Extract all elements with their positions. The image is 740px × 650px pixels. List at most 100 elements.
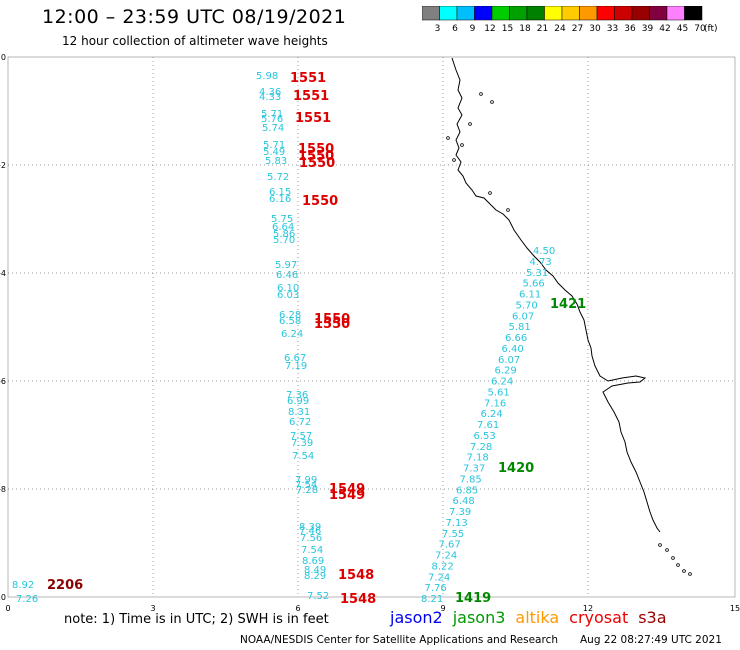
island: [468, 122, 472, 126]
color-scale-label: 39: [642, 24, 654, 34]
swh-label: 5.70: [516, 300, 538, 311]
pass-label-jason3: 1421: [550, 297, 586, 312]
swh-label: 7.16: [484, 398, 506, 409]
swh-label: 7.28: [296, 485, 318, 496]
y-tick-label: -2: [0, 161, 6, 170]
island: [506, 208, 510, 212]
swh-label: 7.54: [295, 480, 317, 491]
x-tick-label: 3: [150, 604, 155, 613]
color-scale-label: 30: [589, 24, 601, 34]
swh-label: 6.48: [453, 496, 475, 507]
swh-label: 6.29: [495, 366, 517, 377]
island: [446, 136, 450, 140]
swh-label: 6.53: [474, 431, 496, 442]
credit-line: NOAA/NESDIS Center for Satellite Applica…: [240, 634, 558, 646]
swh-label: 8.92: [12, 580, 34, 591]
swh-label: 4.33: [259, 92, 281, 103]
swh-label: 6.99: [287, 396, 309, 407]
color-scale-label: 27: [572, 24, 583, 34]
map-frame: [7, 56, 736, 598]
swh-label: 7.67: [439, 540, 461, 551]
x-tick-label: 9: [440, 604, 445, 613]
swh-label: 7.39: [291, 438, 313, 449]
legend-entry-jason3: jason3: [452, 608, 506, 627]
legend-entry-jason2: jason2: [390, 608, 443, 627]
swh-label: 5.66: [523, 279, 545, 290]
swh-label: 7.56: [300, 533, 322, 544]
swh-label: 7.13: [446, 518, 468, 529]
island: [671, 556, 675, 560]
swh-label: 7.39: [449, 507, 471, 518]
legend-entry-cryosat: cryosat: [569, 608, 629, 627]
swh-label: 7.19: [285, 361, 307, 372]
swh-label: 7.46: [299, 526, 321, 537]
swh-label: 6.10: [277, 283, 299, 294]
island: [665, 548, 669, 552]
swh-label: 8.31: [288, 407, 310, 418]
swh-label: 5.75: [271, 214, 293, 225]
color-scale-label: 18: [519, 24, 531, 34]
island: [452, 158, 456, 162]
swh-label: 7.18: [467, 453, 489, 464]
island: [479, 92, 483, 96]
swh-label: 5.70: [273, 235, 295, 246]
swh-label: 5.98: [256, 71, 278, 82]
color-scale-label: 15: [502, 24, 513, 34]
island: [460, 143, 464, 147]
island: [488, 191, 492, 195]
swh-label: 8.39: [299, 522, 321, 533]
swh-label: 8.21: [421, 594, 443, 605]
swh-label: 7.26: [16, 594, 38, 605]
color-scale-label: 6: [452, 24, 458, 34]
color-scale-label: 24: [554, 24, 566, 34]
swh-label: 5.49: [263, 147, 285, 158]
swh-label: 7.85: [460, 474, 482, 485]
swh-label: 6.46: [276, 270, 298, 281]
swh-label: 7.76: [425, 583, 447, 594]
island: [682, 569, 686, 573]
color-scale-label: 36: [624, 24, 636, 34]
swh-label: 5.83: [265, 156, 287, 167]
swh-label: 5.76: [261, 114, 283, 125]
swh-label: 6.03: [277, 290, 299, 301]
swh-label: 6.07: [512, 311, 534, 322]
y-tick-label: 0: [1, 53, 6, 62]
color-scale-label: 3: [435, 24, 441, 34]
swh-label: 7.61: [477, 420, 499, 431]
swh-label: 7.24: [428, 572, 450, 583]
color-scale-label: 45: [677, 24, 688, 34]
y-tick-label: -10: [0, 593, 6, 602]
island: [658, 543, 662, 547]
swh-label: 7.24: [435, 551, 457, 562]
pass-label-cryosat: 1548: [338, 568, 374, 583]
swh-label: 6.72: [289, 417, 311, 428]
swh-label: 7.54: [292, 451, 314, 462]
legend-entry-altika: altika: [515, 608, 560, 627]
swh-label: 5.71: [263, 140, 285, 151]
pass-label-cryosat: 1549: [329, 482, 365, 497]
color-scale-label: 70: [694, 24, 706, 34]
swh-label: 6.66: [505, 333, 527, 344]
pass-label-s3a: 2206: [47, 578, 83, 593]
color-swatch: [684, 6, 703, 21]
swh-label: 6.07: [498, 355, 520, 366]
swh-label: 7.57: [290, 431, 312, 442]
swh-label: 5.71: [261, 109, 283, 120]
island: [490, 100, 494, 104]
x-tick-label: 6: [295, 604, 300, 613]
color-scale-label: 9: [470, 24, 476, 34]
swh-label: 6.24: [281, 329, 303, 340]
color-scale-label: 42: [659, 24, 670, 34]
pass-label-cryosat: 1550: [299, 156, 335, 171]
swh-label: 6.58: [279, 316, 301, 327]
pass-label-cryosat: 1551: [290, 71, 326, 86]
color-scale-label: 12: [484, 24, 495, 34]
swh-label: 8.29: [304, 571, 326, 582]
x-tick-label: 0: [5, 604, 10, 613]
swh-label: 6.24: [481, 409, 503, 420]
swh-label: 7.28: [470, 442, 492, 453]
swh-label: 5.74: [262, 123, 284, 134]
swh-label: 8.69: [302, 556, 324, 567]
color-scale-bar: 3 6 9 12 15 18 21 24 27 30 33 36 39 42 45 70(ft): [422, 6, 718, 34]
swh-label: 6.15: [269, 187, 291, 198]
